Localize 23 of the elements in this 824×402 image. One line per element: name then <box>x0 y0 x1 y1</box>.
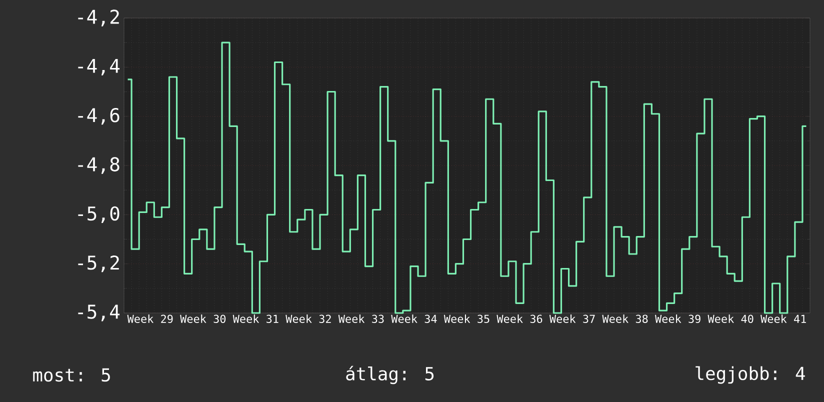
x-tick-label: Week 32 <box>286 314 331 323</box>
y-tick-label: -4,6 <box>78 108 120 125</box>
text: legjobb: 4 <box>696 366 805 384</box>
y-tick-label: -5,2 <box>78 255 119 272</box>
x-tick-label: Week 38 <box>602 314 648 323</box>
text: átlag: 5 <box>346 366 434 384</box>
x-tick-label: Week 29 <box>127 314 173 323</box>
x-tick-label: Week 36 <box>496 314 542 323</box>
x-tick-label: Week 30 <box>180 314 226 323</box>
x-tick-label: Week 41 <box>760 314 806 323</box>
x-tick-label: Week 37 <box>549 314 595 323</box>
text: most: 5 <box>33 368 110 382</box>
y-tick-label: -4,8 <box>78 157 120 174</box>
y-tick-label: -4,4 <box>78 58 120 76</box>
y-tick-label: -4,2 <box>78 10 119 26</box>
x-tick-label: Week 33 <box>338 314 384 323</box>
x-tick-label: Week 39 <box>654 314 700 323</box>
x-tick-label: Week 35 <box>444 314 490 323</box>
x-tick-label: Week 34 <box>391 314 437 323</box>
y-tick-label: -5,4 <box>78 304 120 322</box>
x-tick-label: Week 31 <box>232 314 278 323</box>
y-tick-label: -5,0 <box>78 206 120 224</box>
x-tick-label: Week 40 <box>708 314 754 323</box>
